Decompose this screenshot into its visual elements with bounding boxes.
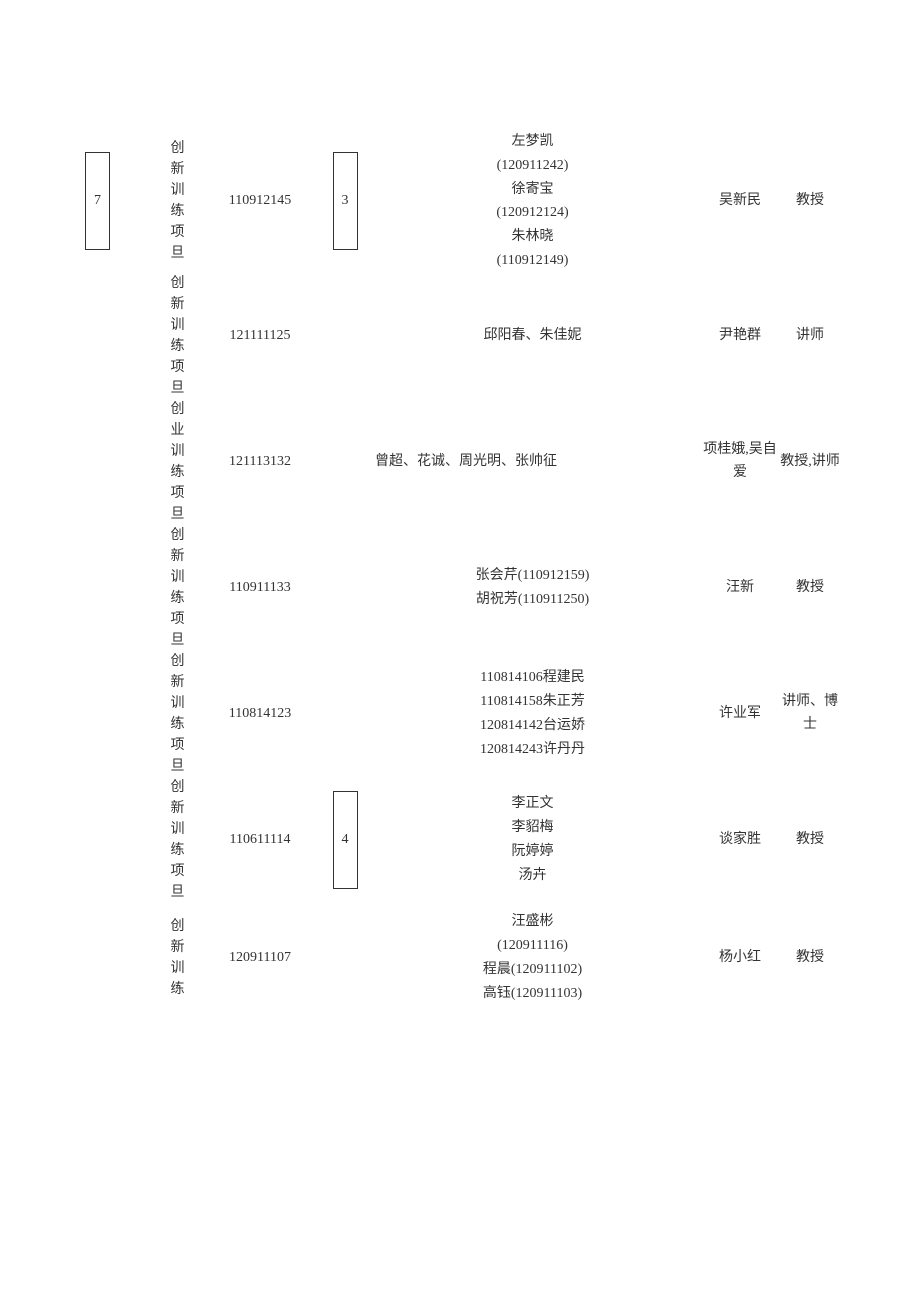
leader-cell: 谈家胜 xyxy=(700,829,780,851)
index-cell: 7 xyxy=(80,152,115,250)
table-row: 创新训练 120911107 汪盛彬(120911116)程晨(120911102)… xyxy=(80,903,840,1013)
leader-cell: 尹艳群 xyxy=(700,325,780,347)
member-line: 朱林晓 xyxy=(375,225,690,249)
table-row: 创业训练项旦 121113132 曾超、花诚、周光明、张帅征项桂娥,吴自爱教授,讲师 xyxy=(80,399,840,525)
type-cell: 创业训练项旦 xyxy=(115,399,195,525)
members-cell: 110814106程建民110814158朱正芳120814142台运娇1208… xyxy=(365,666,700,761)
count-box: 4 xyxy=(333,791,358,889)
id-cell: 110814123 xyxy=(195,706,325,722)
member-line: 110814106程建民 xyxy=(375,666,690,690)
title-cell: 讲师、博士 xyxy=(780,691,840,736)
title-cell: 教授,讲师 xyxy=(780,451,840,473)
member-line: (120911242) xyxy=(375,154,690,178)
count-cell: 4 xyxy=(325,791,365,889)
members-cell: 汪盛彬(120911116)程晨(120911102)高钰(120911103) xyxy=(365,910,700,1005)
count-box: 3 xyxy=(333,152,358,250)
title-cell: 讲师 xyxy=(780,325,840,347)
type-cell: 创新训练项旦 xyxy=(115,525,195,651)
type-cell: 创新训练项旦 xyxy=(115,138,195,264)
member-line: 110814158朱正芳 xyxy=(375,690,690,714)
type-cell: 创新训练项旦 xyxy=(115,273,195,399)
project-type: 创新训练项旦 xyxy=(171,777,185,903)
type-cell: 创新训练 xyxy=(115,916,195,1000)
member-line: 高钰(120911103) xyxy=(375,982,690,1006)
member-line: 李貂梅 xyxy=(375,816,690,840)
member-line: 左梦凯 xyxy=(375,130,690,154)
title-cell: 教授 xyxy=(780,190,840,212)
member-line: 邱阳春、朱佳妮 xyxy=(375,324,690,348)
id-cell: 110611114 xyxy=(195,832,325,848)
leader-cell: 许业军 xyxy=(700,703,780,725)
project-type: 创新训练 xyxy=(171,916,185,1000)
id-cell: 110911133 xyxy=(195,580,325,596)
member-line: (110912149) xyxy=(375,249,690,273)
members-cell: 左梦凯(120911242)徐寄宝(120912124)朱林晓(11091214… xyxy=(365,130,700,273)
member-line: 程晨(120911102) xyxy=(375,958,690,982)
table-row: 创新训练项旦 110911133 张会芹(110912159)胡祝芳(1109112… xyxy=(80,525,840,651)
member-line: 李正文 xyxy=(375,792,690,816)
type-cell: 创新训练项旦 xyxy=(115,651,195,777)
member-line: 汤卉 xyxy=(375,864,690,888)
member-line: (120911116) xyxy=(375,934,690,958)
project-type: 创新训练项旦 xyxy=(171,525,185,651)
table-row: 7创新训练项旦1109121453左梦凯(120911242)徐寄宝(12091… xyxy=(80,130,840,273)
member-line: 胡祝芳(110911250) xyxy=(375,588,690,612)
id-cell: 121113132 xyxy=(195,454,325,470)
leader-cell: 吴新民 xyxy=(700,190,780,212)
table-row: 创新训练项旦110814123110814106程建民110814158朱正芳1… xyxy=(80,651,840,777)
leader-cell: 项桂娥,吴自爱 xyxy=(700,439,780,484)
id-cell: 120911107 xyxy=(195,950,325,966)
type-cell: 创新训练项旦 xyxy=(115,777,195,903)
title-cell: 教授 xyxy=(780,577,840,599)
title-cell: 教授 xyxy=(780,947,840,969)
table-row: 创新训练项旦 121111125 邱阳春、朱佳妮尹艳群讲师 xyxy=(80,273,840,399)
member-line: 徐寄宝 xyxy=(375,178,690,202)
id-cell: 121111125 xyxy=(195,328,325,344)
count-cell: 3 xyxy=(325,152,365,250)
member-line: 张会芹(110912159) xyxy=(375,564,690,588)
project-table: 7创新训练项旦1109121453左梦凯(120911242)徐寄宝(12091… xyxy=(80,130,840,1013)
members-cell: 邱阳春、朱佳妮 xyxy=(365,324,700,348)
member-line: 阮婷婷 xyxy=(375,840,690,864)
project-type: 创新训练项旦 xyxy=(171,273,185,399)
leader-cell: 杨小红 xyxy=(700,947,780,969)
members-cell: 曾超、花诚、周光明、张帅征 xyxy=(365,450,700,474)
index-box: 7 xyxy=(85,152,110,250)
member-line: 120814243许丹丹 xyxy=(375,738,690,762)
title-cell: 教授 xyxy=(780,829,840,851)
member-line: 汪盛彬 xyxy=(375,910,690,934)
member-line: 120814142台运娇 xyxy=(375,714,690,738)
member-line: (120912124) xyxy=(375,201,690,225)
members-cell: 李正文李貂梅阮婷婷汤卉 xyxy=(365,792,700,887)
member-line: 曾超、花诚、周光明、张帅征 xyxy=(375,450,690,474)
table-row: 创新训练项旦1106111144李正文李貂梅阮婷婷汤卉谈家胜教授 xyxy=(80,777,840,903)
project-type: 创新训练项旦 xyxy=(171,651,185,777)
members-cell: 张会芹(110912159)胡祝芳(110911250) xyxy=(365,564,700,612)
leader-cell: 汪新 xyxy=(700,577,780,599)
project-type: 创新训练项旦 xyxy=(171,138,185,264)
id-cell: 110912145 xyxy=(195,193,325,209)
project-type: 创业训练项旦 xyxy=(171,399,185,525)
